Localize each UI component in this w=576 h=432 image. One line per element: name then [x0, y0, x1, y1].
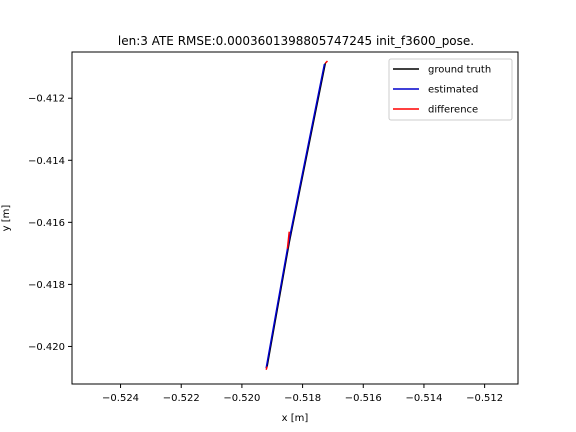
data-layer	[265, 60, 329, 370]
legend-label: estimated	[428, 85, 478, 96]
chart-title: len:3 ATE RMSE:0.0003601398805747245 ini…	[118, 34, 474, 48]
legend-entries: ground truth estimated difference	[393, 65, 491, 116]
x-tick-label: −0.524	[102, 393, 139, 404]
y-axis-label: y [m]	[1, 205, 12, 232]
legend-label: ground truth	[428, 65, 491, 76]
y-axis-ticks: −0.412 −0.414 −0.416 −0.418 −0.420	[28, 94, 72, 353]
axes-frame	[71, 51, 519, 385]
difference-segment	[286, 231, 290, 249]
x-tick-label: −0.518	[284, 393, 321, 404]
legend-box	[388, 58, 513, 121]
y-tick-label: −0.414	[28, 156, 65, 167]
y-tick-label: −0.416	[28, 218, 65, 229]
y-tick-label: −0.418	[28, 280, 65, 291]
x-tick-label: −0.514	[405, 393, 442, 404]
x-axis-ticks: −0.524 −0.522 −0.520 −0.518 −0.516 −0.514 −0.5…	[102, 384, 503, 404]
difference-segment	[324, 60, 329, 64]
x-tick-label: −0.520	[223, 393, 260, 404]
plot-area	[71, 51, 519, 385]
x-axis-label: x [m]	[282, 413, 309, 424]
x-tick-label: −0.516	[345, 393, 382, 404]
legend: ground truth estimated difference	[388, 58, 513, 121]
legend-label: difference	[428, 105, 478, 116]
y-tick-label: −0.420	[28, 342, 65, 353]
x-tick-label: −0.512	[466, 393, 503, 404]
y-tick-label: −0.412	[28, 94, 65, 105]
x-tick-label: −0.522	[163, 393, 200, 404]
difference-segment	[265, 366, 268, 370]
